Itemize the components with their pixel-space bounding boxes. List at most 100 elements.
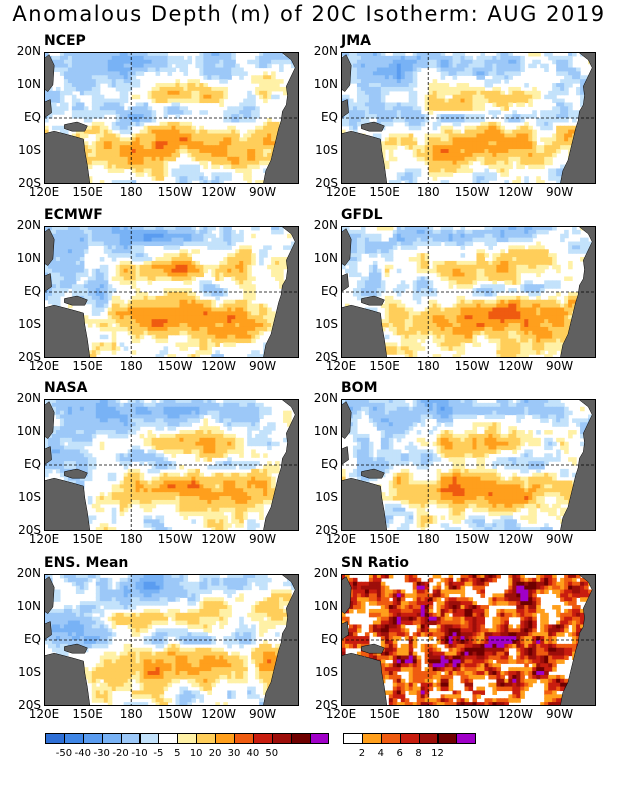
anomaly-colorbar-label: 20 — [208, 748, 222, 759]
lon-label: 150W — [454, 532, 490, 546]
lon-label: 120E — [325, 185, 357, 199]
land-mass — [341, 54, 352, 92]
lon-label: 120W — [498, 185, 534, 199]
snr-colorbar-label: 6 — [396, 748, 403, 759]
lon-label: 90W — [248, 185, 277, 199]
land-mass — [44, 401, 55, 439]
land-mass — [263, 52, 299, 184]
anomaly-colorbar-label: 5 — [174, 748, 181, 759]
land-mass — [361, 643, 385, 654]
land-mass — [44, 477, 91, 531]
lat-label: 10N — [313, 77, 338, 91]
snr-colorbar-label: 4 — [377, 748, 384, 759]
lat-label: 10N — [313, 424, 338, 438]
lat-label: 20S — [315, 698, 338, 712]
land-mass — [341, 401, 352, 439]
land-mass — [44, 576, 55, 614]
lat-label: EQ — [23, 110, 41, 124]
anomaly-colorbar-label: 30 — [227, 748, 241, 759]
panel-label: BOM — [341, 380, 378, 396]
anomaly-colorbar-swatch — [45, 733, 65, 744]
lon-label: 150W — [157, 359, 193, 373]
land-mass — [44, 130, 91, 184]
lon-label: 180 — [119, 707, 143, 721]
lon-label: 90W — [545, 707, 574, 721]
lon-label: 150W — [157, 185, 193, 199]
page-title: Anomalous Depth (m) of 20C Isotherm: AUG… — [12, 2, 606, 26]
map-field-gfdl — [341, 226, 596, 358]
lat-label: 20S — [18, 698, 41, 712]
lat-label: EQ — [320, 457, 338, 471]
lon-label: 180 — [119, 359, 143, 373]
anomaly-colorbar-swatch — [290, 733, 311, 744]
lon-label: 150W — [157, 707, 193, 721]
map-frame — [44, 399, 299, 531]
lon-label: 150E — [369, 532, 400, 546]
lat-label: EQ — [320, 110, 338, 124]
lat-label: 10S — [315, 317, 338, 331]
map-field-bom — [341, 399, 596, 531]
land-mass — [64, 121, 88, 132]
lon-label: 120W — [201, 359, 237, 373]
lon-label: 180 — [416, 532, 440, 546]
snr-colorbar-swatch — [399, 733, 420, 744]
land-mass — [341, 621, 349, 641]
lon-label: 150E — [369, 707, 400, 721]
land-mass — [263, 399, 299, 531]
snr-colorbar-swatch — [437, 733, 458, 744]
lat-label: 10S — [315, 665, 338, 679]
anomaly-colorbar-swatch — [215, 733, 235, 744]
lat-label: 10N — [16, 424, 41, 438]
map-panel-sn-ratio: SN Ratio 20N 10N EQ 10S 20S 120E 150E 180 150W 120… — [314, 555, 596, 721]
land-mass — [44, 228, 55, 266]
lat-label: 10S — [18, 490, 41, 504]
lon-label: 150E — [72, 532, 103, 546]
anomaly-colorbar-label: -5 — [153, 748, 164, 759]
lat-label: 20S — [18, 176, 41, 190]
lon-label: 180 — [416, 185, 440, 199]
lon-label: 90W — [545, 532, 574, 546]
lat-label: EQ — [23, 457, 41, 471]
land-mass — [263, 226, 299, 358]
map-field-jma — [341, 52, 596, 184]
lat-label: 10S — [315, 490, 338, 504]
land-mass — [560, 226, 596, 358]
map-frame — [341, 399, 596, 531]
lon-label: 150E — [72, 185, 103, 199]
anomaly-colorbar-swatch — [158, 733, 179, 744]
lon-label: 150W — [454, 359, 490, 373]
map-frame — [341, 574, 596, 706]
land-mass — [361, 295, 385, 306]
lon-label: 150E — [72, 707, 103, 721]
lon-label: 180 — [119, 185, 143, 199]
map-field-nasa — [44, 399, 299, 531]
snr-colorbar-swatch — [343, 733, 363, 744]
lat-label: 20N — [313, 566, 338, 580]
panel-label: JMA — [341, 33, 371, 49]
land-mass — [341, 228, 352, 266]
anomaly-colorbar-label: 10 — [189, 748, 203, 759]
lat-label: EQ — [320, 632, 338, 646]
lat-label: EQ — [23, 632, 41, 646]
anomaly-colorbar-label: -10 — [131, 748, 148, 759]
land-mass — [64, 643, 88, 654]
lat-label: 10S — [315, 143, 338, 157]
anomaly-colorbar-label: 50 — [265, 748, 279, 759]
lon-label: 120W — [498, 707, 534, 721]
lon-label: 150W — [454, 185, 490, 199]
lon-label: 150E — [72, 359, 103, 373]
lat-label: 20N — [313, 218, 338, 232]
land-mass — [560, 574, 596, 706]
snr-colorbar-label: 12 — [431, 748, 444, 759]
panel-label: ENS. Mean — [44, 555, 129, 571]
anomaly-colorbar-swatch — [271, 733, 292, 744]
panel-label: NCEP — [44, 33, 86, 49]
lon-label: 90W — [545, 185, 574, 199]
lon-label: 120W — [498, 532, 534, 546]
anomaly-colorbar-swatch — [101, 733, 122, 744]
snr-colorbar-swatch — [456, 733, 477, 744]
map-field-ecmwf — [44, 226, 299, 358]
anomaly-colorbar-label: -40 — [74, 748, 91, 759]
land-mass — [560, 52, 596, 184]
lon-label: 120E — [28, 185, 60, 199]
